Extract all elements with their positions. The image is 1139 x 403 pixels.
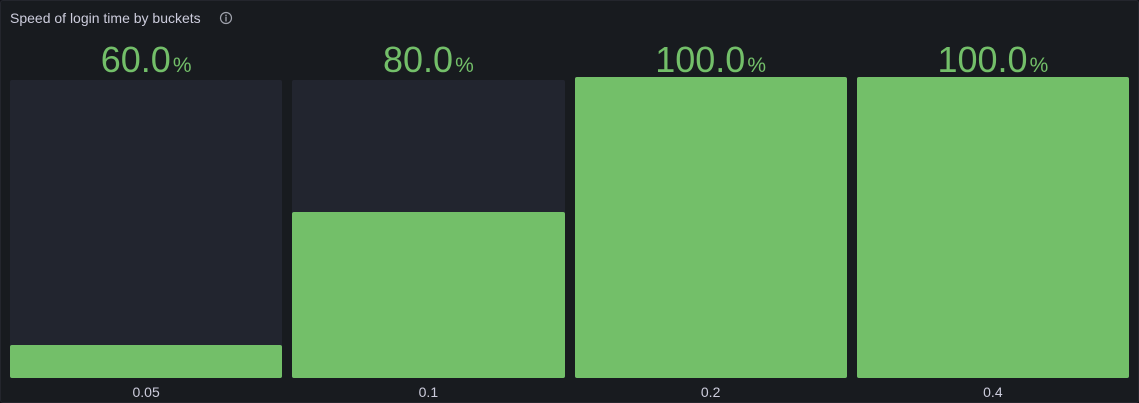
gauge-value-number: 60.0: [100, 39, 171, 80]
gauge-value-number: 100.0: [937, 39, 1028, 80]
gauge-value: 60.0%: [10, 42, 282, 78]
gauge-value-number: 80.0: [382, 39, 454, 80]
gauge-track: [856, 77, 1129, 378]
gauge-0.4[interactable]: 100.0% 0.4: [856, 1, 1129, 402]
gauge-0.2[interactable]: 100.0% 0.2: [574, 1, 847, 402]
gauge-category-label: 0.4: [983, 384, 1003, 400]
gauge-category-label: 0.05: [132, 384, 160, 400]
gauge-track: [292, 80, 565, 378]
gauge-track: [10, 80, 283, 378]
gauge-value-unit: %: [172, 54, 192, 77]
gauge-bar-fill: [10, 344, 283, 378]
gauge-bar-fill: [574, 77, 847, 378]
gauge-category-label: 0.1: [418, 384, 439, 400]
panel-header: Speed of login time by buckets: [10, 7, 233, 29]
gauge-value-number: 100.0: [655, 39, 746, 80]
gauge-bar-fill: [292, 212, 565, 378]
gauge-value-unit: %: [1029, 54, 1049, 77]
gauge-category-label: 0.2: [700, 384, 721, 400]
gauge-value: 100.0%: [575, 42, 847, 78]
gauge-value-unit: %: [455, 54, 474, 77]
info-circle-icon[interactable]: [219, 11, 233, 25]
gauge-value: 80.0%: [292, 42, 564, 78]
gauge-value: 100.0%: [857, 42, 1129, 78]
panel-title: Speed of login time by buckets: [10, 10, 201, 26]
gauge-track: [574, 77, 847, 378]
gauge-bar-fill: [856, 77, 1129, 378]
gauge-0.05[interactable]: 60.0% 0.05: [10, 1, 283, 402]
gauge-0.1[interactable]: 80.0% 0.1: [292, 1, 565, 402]
gauge-value-unit: %: [747, 54, 767, 77]
